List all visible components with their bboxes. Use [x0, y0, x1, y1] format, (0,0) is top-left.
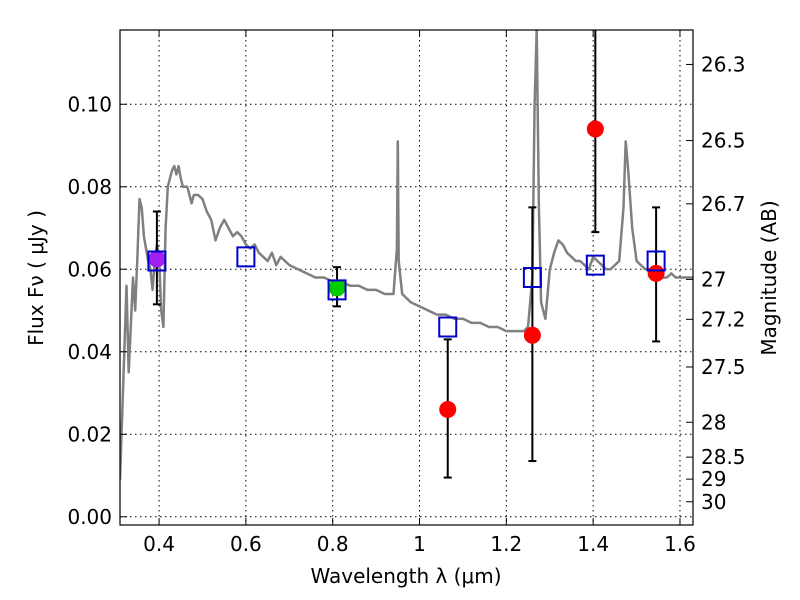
y-tick-label: 0.06 — [67, 257, 112, 281]
observed-point — [328, 279, 346, 297]
model-photometry-square — [147, 250, 167, 272]
mag-tick-label: 28.5 — [701, 445, 746, 469]
mag-tick-label: 27.5 — [701, 355, 746, 379]
observed-point — [148, 250, 166, 268]
x-tick-label: 0.6 — [230, 532, 262, 556]
grid — [120, 30, 693, 525]
y-tick-label: 0.00 — [67, 505, 112, 529]
model-photometry-square — [522, 267, 542, 288]
x-tick-label: 1 — [413, 532, 426, 556]
model-photometry-square — [585, 254, 605, 276]
mag-tick-label: 26.7 — [701, 192, 746, 216]
mag-tick-label: 30 — [701, 490, 726, 514]
y-tick-label: 0.02 — [67, 422, 112, 446]
model-photometry-square — [438, 316, 458, 338]
observed-point — [647, 264, 665, 282]
y-tick-label: 0.10 — [67, 92, 112, 116]
model-photometry-square — [646, 250, 666, 272]
mag-tick-label: 27 — [701, 267, 726, 291]
plot-frame — [119, 29, 694, 526]
x-tick-label: 1.2 — [490, 532, 522, 556]
x-tick-label: 1.4 — [577, 532, 609, 556]
y-axis-label: Flux Fν ( μJy ) — [24, 210, 48, 346]
x-axis-label: Wavelength λ (μm) — [310, 564, 501, 588]
mag-tick-label: 28 — [701, 410, 726, 434]
x-tick-label: 1.6 — [664, 532, 696, 556]
observed-point — [523, 326, 541, 344]
y-tick-label: 0.04 — [67, 340, 112, 364]
model-photometry-square — [236, 246, 256, 268]
observed-point — [586, 120, 604, 138]
x-tick-label: 0.8 — [317, 532, 349, 556]
y-axis-label-right: Magnitude (AB) — [757, 200, 781, 355]
plot-area — [120, 30, 693, 480]
mag-tick-label: 29 — [701, 467, 726, 491]
sed-model-line — [120, 30, 693, 480]
observed-point — [439, 401, 457, 418]
mag-tick-label: 26.3 — [701, 52, 746, 76]
mag-tick-label: 26.5 — [701, 129, 746, 153]
axis-ticks: 0.4 0.6 0.8 1 1.2 1.4 1.6 0.00 0.02 0.04 0.06 0.08 0… — [67, 30, 746, 556]
model-photometry-square — [327, 279, 347, 301]
y-tick-label: 0.08 — [67, 175, 112, 199]
mag-tick-label: 27.2 — [701, 307, 746, 331]
x-tick-label: 0.4 — [143, 532, 175, 556]
